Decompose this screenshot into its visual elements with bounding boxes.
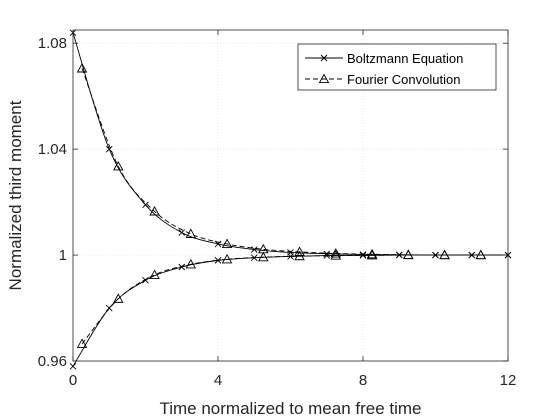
data-point-x-marker [250,246,258,253]
data-point-triangle-marker [149,269,160,279]
data-point-triangle-marker [330,248,342,258]
data-point-x-marker [214,257,222,264]
data-point-triangle-marker [294,250,305,261]
legend-box [297,43,497,91]
series-line-fourier [81,254,481,345]
data-point-triangle-marker [330,250,342,260]
plot-markers [69,29,512,370]
y-tick-label: 1.08 [38,35,67,52]
data-point-x-marker [105,304,113,312]
tick-labels: 0 4 8 12 0.96 1 1.04 1.08 [38,35,517,389]
y-tick-label: 1 [59,247,67,264]
data-point-triangle-marker [113,293,124,303]
data-point-triangle-marker [475,249,487,260]
legend: Boltzmann Equation Fourier Convolution [297,43,497,91]
data-point-x-marker [142,201,149,209]
x-tick-label: 8 [359,372,367,389]
data-point-triangle-marker [185,258,197,269]
data-point-triangle-marker [113,160,124,171]
plot-area-frame [72,29,509,362]
data-point-triangle-marker [76,338,88,348]
data-point-x-marker [323,252,331,259]
data-point-triangle-marker [221,238,233,249]
data-point-triangle-marker [149,205,160,216]
data-point-x-marker [105,145,113,153]
data-point-x-marker [323,250,331,258]
x-axis-label: Time normalized to mean free time [159,399,421,418]
x-tick-label: 0 [69,372,77,389]
series-line-fourier [81,68,481,256]
data-point-x-marker [69,362,77,370]
data-point-x-marker [359,252,367,259]
data-point-triangle-marker [403,249,414,260]
y-axis-label: Normalized third moment [6,100,25,290]
data-point-x-marker [287,253,294,260]
data-point-x-marker [320,54,328,62]
data-point-triangle-marker [366,248,378,259]
y-tick-label: 1.04 [38,141,67,158]
data-point-x-marker [359,251,367,258]
data-point-x-marker [178,263,186,271]
data-point-triangle-marker [366,249,378,260]
x-tick-label: 12 [500,372,517,389]
data-point-x-marker [214,240,222,248]
axis-ticks [72,30,509,362]
data-point-triangle-marker [318,73,330,84]
legend-label: Boltzmann Equation [347,51,463,66]
y-tick-label: 0.96 [38,353,67,370]
data-point-triangle-marker [221,253,233,264]
data-point-x-marker [142,276,149,284]
legend-label: Fourier Convolution [347,72,460,87]
data-point-x-marker [395,251,403,259]
data-point-triangle-marker [76,62,88,73]
data-point-triangle-marker [294,246,305,256]
series-line-boltzmann [72,254,508,367]
data-point-x-marker [178,229,186,236]
data-point-x-marker [250,254,258,262]
data-point-triangle-marker [439,249,450,260]
x-tick-label: 4 [214,372,222,389]
data-point-x-marker [432,251,439,259]
data-point-x-marker [468,251,476,259]
data-point-triangle-marker [258,251,269,262]
data-point-triangle-marker [185,228,197,238]
